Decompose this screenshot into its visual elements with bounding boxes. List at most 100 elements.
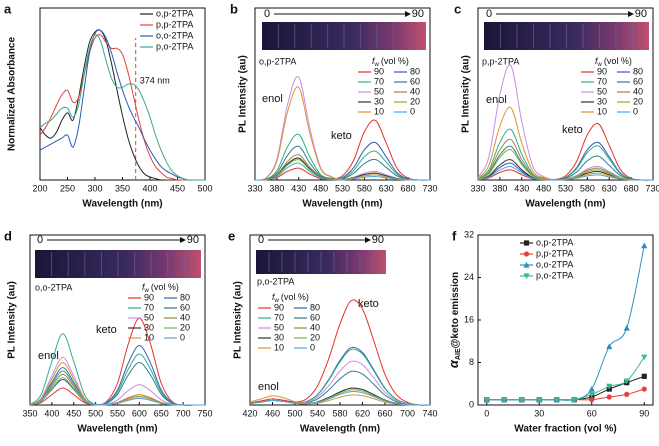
x-tick-label: 60 xyxy=(587,408,597,418)
data-point xyxy=(483,397,490,403)
legend-label: 80 xyxy=(410,66,420,76)
x-tick-label: 0 xyxy=(484,408,489,418)
legend-label: 90 xyxy=(597,66,607,76)
legend-marker xyxy=(523,240,530,246)
keto-label: keto xyxy=(562,124,583,136)
x-tick-label: 630 xyxy=(602,183,617,193)
x-axis-label: Wavelength (nm) xyxy=(77,424,157,435)
x-tick-label: 700 xyxy=(176,408,191,418)
legend-title: fw (vol %) xyxy=(595,56,632,67)
legend-label: 10 xyxy=(374,106,384,116)
series-line xyxy=(29,370,205,406)
legend-label: 30 xyxy=(374,96,384,106)
y-axis-label: αAIE@keto emission xyxy=(446,272,461,368)
y-tick-label: 24 xyxy=(464,272,474,282)
sample-name: o,o-2TPA xyxy=(35,282,72,292)
keto-label: keto xyxy=(96,324,117,336)
x-tick-label: 420 xyxy=(242,408,257,418)
series-line xyxy=(39,29,205,181)
x-tick-label: 630 xyxy=(379,183,394,193)
x-tick-label: 330 xyxy=(247,183,262,193)
sample-name: p,p-2TPA xyxy=(482,56,519,66)
data-point xyxy=(553,397,560,403)
panel-label: e xyxy=(228,228,235,243)
legend-title-symbol: f xyxy=(272,292,276,302)
data-point xyxy=(536,397,543,403)
x-tick-label: 460 xyxy=(265,408,280,418)
data-point xyxy=(501,397,508,403)
x-tick-label: 480 xyxy=(313,183,328,193)
keto-label: keto xyxy=(358,298,379,310)
x-tick-label: 680 xyxy=(624,183,639,193)
legend-title-symbol: f xyxy=(142,282,146,292)
x-tick-label: 730 xyxy=(422,183,437,193)
legend-label: 60 xyxy=(410,76,420,86)
y-tick-label: 16 xyxy=(464,314,474,324)
x-tick-label: 740 xyxy=(422,408,437,418)
data-point xyxy=(641,242,648,249)
series-line xyxy=(486,356,645,401)
data-point xyxy=(624,391,630,397)
legend-label: 0 xyxy=(310,342,315,352)
legend-title-symbol: f xyxy=(595,56,599,66)
y-label-rest: @keto emission xyxy=(450,272,461,348)
legend-label: p,o-2TPA xyxy=(536,270,573,280)
legend-label: 60 xyxy=(310,312,320,322)
x-tick-label: 580 xyxy=(357,183,372,193)
panel-label: b xyxy=(230,1,238,16)
x-tick-label: 550 xyxy=(110,408,125,418)
x-tick-label: 400 xyxy=(142,183,157,193)
x-tick-label: 400 xyxy=(44,408,59,418)
strip-end-label: 90 xyxy=(187,234,199,246)
strip-start-label: 0 xyxy=(486,8,492,20)
series-line xyxy=(249,299,431,406)
legend-label: 60 xyxy=(633,76,643,86)
series-line xyxy=(477,138,654,181)
legend-label: 70 xyxy=(597,76,607,86)
y-tick-label: 0 xyxy=(469,399,474,409)
legend-label: 40 xyxy=(410,86,420,96)
panel-label: a xyxy=(4,1,12,16)
y-axis-label: PL Intensity (au) xyxy=(233,281,244,359)
legend-label: 20 xyxy=(310,332,320,342)
y-axis-label: PL Intensity (au) xyxy=(461,55,472,133)
y-label-sub: AIE xyxy=(455,348,462,360)
legend-title-unit: (vol %) xyxy=(151,282,179,292)
strip-start-label: 0 xyxy=(258,234,264,246)
legend-title-unit: (vol %) xyxy=(281,292,309,302)
legend-label: o,p-2TPA xyxy=(536,237,573,247)
legend-label: 30 xyxy=(274,332,284,342)
sample-name: p,o-2TPA xyxy=(257,276,294,286)
x-tick-label: 530 xyxy=(335,183,350,193)
x-tick-label: 680 xyxy=(401,183,416,193)
x-tick-label: 480 xyxy=(536,183,551,193)
strip-start-label: 0 xyxy=(37,234,43,246)
series-line xyxy=(477,166,654,181)
legend-title-sub: w xyxy=(144,288,150,294)
legend-label: 70 xyxy=(144,302,154,312)
legend-marker xyxy=(523,273,530,280)
series-line xyxy=(486,375,645,401)
legend-label: 50 xyxy=(144,312,154,322)
legend-label: 30 xyxy=(144,322,154,332)
x-tick-label: 530 xyxy=(558,183,573,193)
data-point xyxy=(641,373,647,379)
legend-label: 50 xyxy=(597,86,607,96)
legend-title-sub: w xyxy=(374,62,380,68)
series-line xyxy=(486,388,645,401)
data-point xyxy=(623,324,630,331)
legend-label: 90 xyxy=(144,292,154,302)
data-point xyxy=(641,354,648,361)
legend-label: 30 xyxy=(597,96,607,106)
x-axis-label: Wavelength (nm) xyxy=(300,424,380,435)
strip-end-label: 90 xyxy=(635,8,647,20)
x-tick-label: 500 xyxy=(88,408,103,418)
x-tick-label: 350 xyxy=(115,183,130,193)
strip-start-label: 0 xyxy=(264,8,270,20)
legend-label: 20 xyxy=(633,96,643,106)
legend-label: 0 xyxy=(410,106,415,116)
y-axis-label: PL Intensity (au) xyxy=(7,281,18,359)
legend-label: 80 xyxy=(633,66,643,76)
legend-label: 80 xyxy=(310,302,320,312)
data-point xyxy=(641,386,647,392)
